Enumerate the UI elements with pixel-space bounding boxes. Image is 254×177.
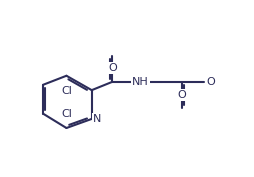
Text: NH: NH (132, 77, 149, 87)
Text: N: N (93, 114, 102, 124)
Text: O: O (108, 63, 117, 73)
Text: Cl: Cl (61, 86, 72, 96)
Text: Cl: Cl (61, 109, 72, 119)
Text: O: O (177, 90, 186, 100)
Text: O: O (206, 77, 215, 87)
